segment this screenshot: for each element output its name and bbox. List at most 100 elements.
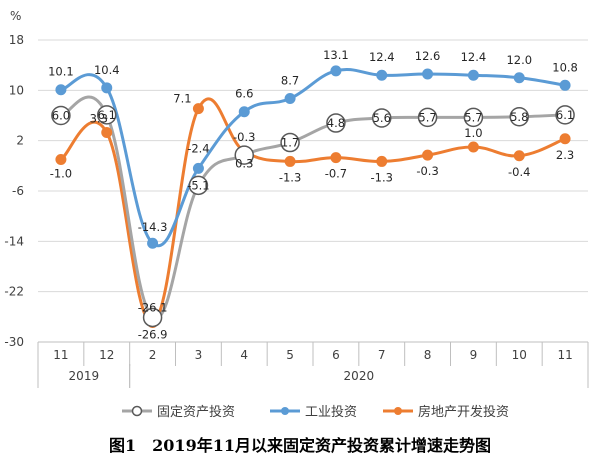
- x-tick-label: 2: [149, 348, 157, 362]
- data-point: [509, 107, 529, 127]
- y-tick-label: -22: [4, 285, 24, 299]
- data-label: -5.1: [187, 178, 209, 192]
- data-label: 12.0: [506, 53, 532, 67]
- data-label: 5.7: [418, 110, 436, 124]
- data-point: [559, 133, 571, 145]
- data-point: [284, 93, 296, 105]
- y-tick-label: 2: [16, 134, 24, 148]
- series-line: [60, 67, 566, 248]
- legend-marker: [281, 407, 289, 415]
- data-label: 12.4: [461, 50, 487, 64]
- data-point: [192, 162, 204, 174]
- x-tick-label: 11: [557, 348, 572, 362]
- data-label: 8.7: [281, 74, 299, 88]
- y-tick-label: 18: [9, 33, 24, 47]
- data-label: 1.7: [281, 136, 299, 150]
- data-label: -0.4: [508, 165, 530, 179]
- data-label: 6.6: [235, 87, 253, 101]
- x-tick-label: 6: [332, 348, 340, 362]
- y-tick-label: -14: [4, 234, 24, 248]
- year-label: 2019: [69, 369, 100, 383]
- series-line: [59, 97, 566, 324]
- y-tick-label: 10: [9, 83, 24, 97]
- data-point: [417, 107, 438, 128]
- data-label: -26.9: [138, 327, 168, 341]
- data-point: [330, 65, 342, 77]
- data-label: 12.6: [415, 49, 441, 63]
- data-point: [467, 69, 479, 81]
- data-label: 5.8: [510, 110, 528, 124]
- data-point: [97, 105, 117, 125]
- x-tick-label: 4: [240, 348, 248, 362]
- y-axis-unit: %: [10, 9, 21, 23]
- legend-label: 工业投资: [305, 404, 357, 420]
- data-point: [55, 84, 67, 96]
- x-tick-label: 7: [378, 348, 386, 362]
- data-label: -1.3: [279, 170, 301, 184]
- data-label: 7.1: [173, 92, 191, 106]
- x-tick-label: 11: [53, 348, 68, 362]
- data-point: [142, 307, 163, 328]
- data-label: 10.4: [94, 63, 120, 77]
- data-point: [147, 237, 159, 249]
- legend-marker: [394, 407, 402, 415]
- chart-caption: 图1 2019年11月以来固定资产投资累计增速走势图: [109, 436, 491, 455]
- legend: 固定资产投资 工业投资 房地产开发投资: [122, 404, 509, 420]
- data-label: -26.1: [138, 300, 168, 314]
- data-point: [101, 82, 113, 94]
- data-label: 10.1: [48, 65, 74, 79]
- legend-marker: [131, 405, 143, 417]
- y-tick-label: -6: [12, 184, 24, 198]
- data-labels: 6.0 6.1 -26.1 -5.1 -0.3 1.7 4.8 5.6 5.7 5.7 5.8 6.1…: [48, 48, 578, 342]
- data-label: -1.0: [50, 167, 72, 181]
- data-label: 4.8: [327, 116, 345, 130]
- data-point: [376, 69, 388, 81]
- data-point: [422, 149, 434, 161]
- x-tick-label: 9: [470, 348, 478, 362]
- legend-label: 固定资产投资: [157, 404, 235, 420]
- data-label: -0.7: [325, 167, 347, 181]
- year-label: 2020: [344, 369, 375, 383]
- data-label: 6.0: [52, 109, 70, 123]
- data-label: 6.1: [556, 108, 574, 122]
- legend-label: 房地产开发投资: [418, 404, 509, 420]
- x-tick-label: 3: [195, 348, 203, 362]
- data-label: -0.3: [416, 164, 438, 178]
- data-point: [51, 105, 71, 126]
- data-point: [284, 155, 296, 167]
- data-point: [330, 152, 342, 164]
- data-label: 10.8: [552, 60, 578, 74]
- data-label: 13.1: [323, 48, 349, 62]
- data-label: -1.3: [371, 170, 393, 184]
- x-tick-label: 12: [99, 348, 114, 362]
- data-label: 1.0: [464, 126, 482, 140]
- data-point: [101, 126, 113, 138]
- data-label: 0.3: [235, 156, 253, 170]
- data-point: [467, 141, 479, 153]
- data-point: [513, 72, 525, 84]
- data-point: [234, 145, 254, 165]
- x-tick-label: 5: [286, 348, 294, 362]
- data-point: [238, 106, 250, 118]
- data-label: -0.3: [233, 130, 255, 144]
- data-point: [376, 155, 388, 167]
- data-point: [280, 132, 300, 153]
- x-tick-label: 8: [424, 348, 432, 362]
- data-label: -2.4: [187, 141, 209, 155]
- y-tick-label: -30: [4, 335, 24, 349]
- data-point: [422, 68, 434, 80]
- data-label: 12.4: [369, 50, 395, 64]
- data-label: 6.1: [98, 108, 116, 122]
- data-label: 5.7: [464, 110, 482, 124]
- y-tick-labels: 18 10 2 -6 -14 -22 -30: [4, 33, 24, 349]
- data-point: [559, 79, 571, 91]
- x-tick-label: 10: [512, 348, 527, 362]
- data-point: [192, 103, 204, 115]
- data-label: 3.3: [90, 111, 108, 125]
- data-point: [513, 150, 525, 162]
- data-label: -14.3: [138, 220, 168, 234]
- data-point: [555, 105, 575, 125]
- data-point: [188, 175, 209, 196]
